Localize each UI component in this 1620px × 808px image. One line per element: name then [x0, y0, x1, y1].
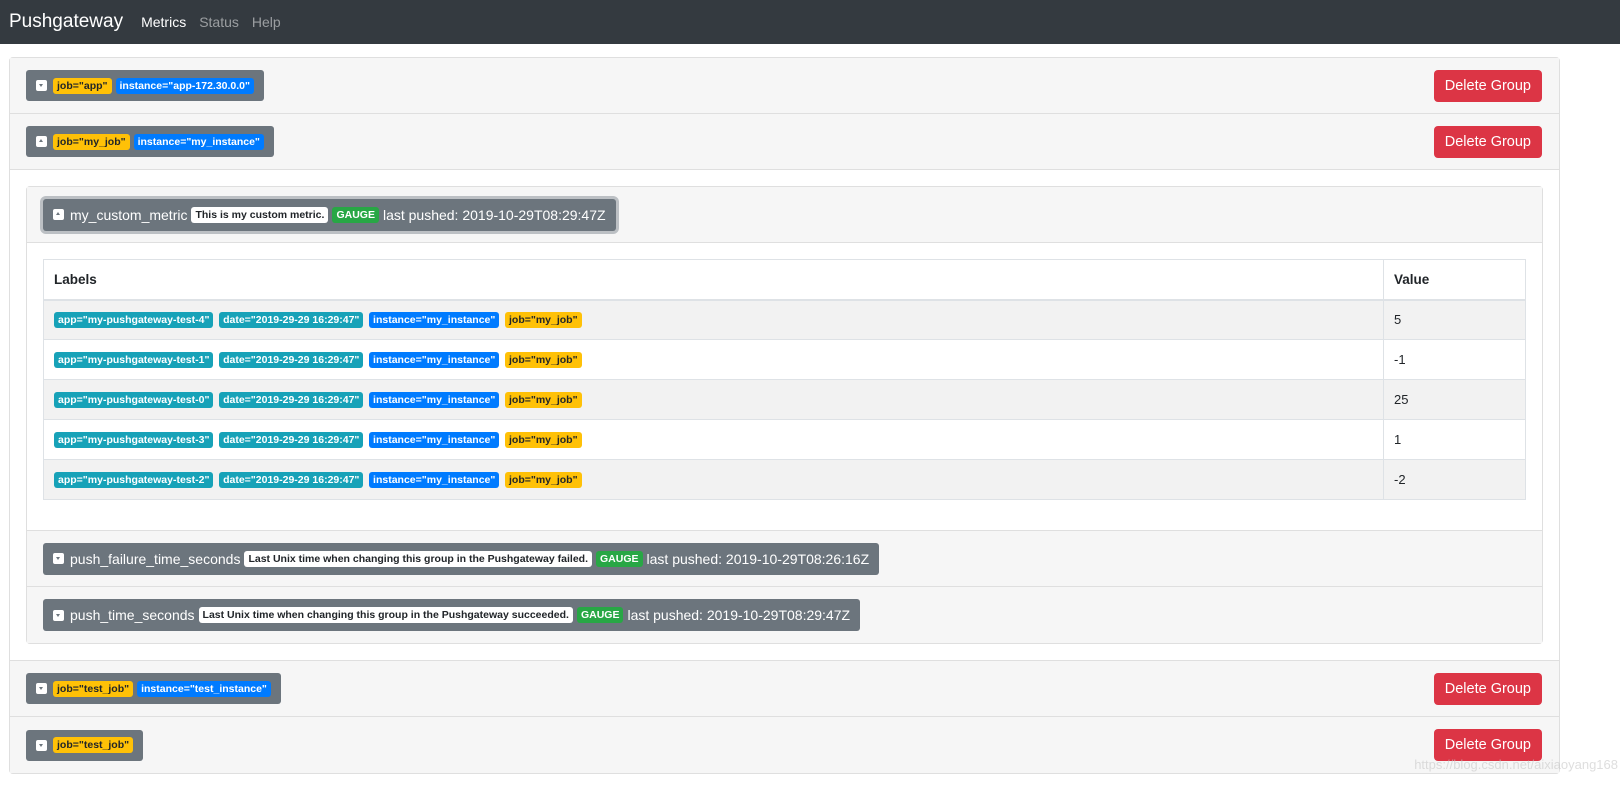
date-label-badge: date="2019-29-29 16:29:47" [219, 392, 364, 408]
group-header: job="test_job" instance="test_instance" D… [10, 661, 1559, 717]
table-row: app="my-pushgateway-test-1" date="2019-2… [43, 339, 1526, 380]
job-label-badge: job="my_job" [504, 472, 582, 488]
brand-link[interactable]: Pushgateway [9, 11, 124, 32]
metric-header: my_custom_metric This is my custom metric… [27, 187, 1542, 243]
group-toggle-button[interactable]: job="test_job" [26, 729, 144, 761]
labels-cell: app="my-pushgateway-test-3" date="2019-2… [43, 419, 1384, 460]
metric-help-badge: This is my custom metric. [191, 206, 329, 223]
watermark: https://blog.csdn.net/aixiaoyang168 [1414, 757, 1618, 772]
last-pushed: last pushed: 2019-10-29T08:29:47Z [627, 607, 851, 623]
table-row: app="my-pushgateway-test-3" date="2019-2… [43, 419, 1526, 460]
last-pushed: last pushed: 2019-10-29T08:29:47Z [382, 206, 606, 223]
date-label-badge: date="2019-29-29 16:29:47" [219, 432, 364, 448]
expand-icon [36, 739, 47, 751]
instance-badge: instance="app-172.30.0.0" [115, 77, 254, 94]
job-label-badge: job="my_job" [504, 352, 582, 368]
group-toggle-button[interactable]: job="app" instance="app-172.30.0.0" [26, 70, 264, 101]
metric-type-badge: GAUGE [596, 550, 643, 567]
job-badge: job="test_job" [53, 680, 134, 697]
instance-label-badge: instance="my_instance" [369, 472, 500, 488]
metric-toggle-button[interactable]: my_custom_metric This is my custom metric… [43, 198, 616, 231]
value-cell: 5 [1383, 299, 1526, 340]
instance-label-badge: instance="my_instance" [369, 392, 500, 408]
expand-icon [36, 80, 47, 91]
app-label-badge: app="my-pushgateway-test-2" [54, 472, 214, 488]
metric-name: push_failure_time_seconds [70, 550, 241, 567]
value-cell: -2 [1383, 459, 1526, 500]
labels-cell: app="my-pushgateway-test-0" date="2019-2… [43, 379, 1384, 420]
job-badge: job="test_job" [53, 737, 134, 753]
instance-label-badge: instance="my_instance" [369, 312, 500, 329]
metric-toggle-button[interactable]: push_failure_time_seconds Last Unix time … [43, 542, 880, 575]
delete-group-button[interactable]: Delete Group [1433, 125, 1542, 158]
delete-group-button[interactable]: Delete Group [1433, 672, 1542, 705]
table-row: app="my-pushgateway-test-0" date="2019-2… [43, 379, 1526, 420]
value-cell: -1 [1383, 339, 1526, 380]
last-pushed: last pushed: 2019-10-29T08:26:16Z [646, 550, 870, 567]
table-row: app="my-pushgateway-test-4" date="2019-2… [43, 299, 1526, 340]
metric-type-badge: GAUGE [576, 607, 624, 623]
delete-group-button[interactable]: Delete Group [1433, 69, 1542, 102]
value-cell: 1 [1383, 419, 1526, 460]
job-badge: job="my_job" [53, 133, 130, 150]
metric-header: push_time_seconds Last Unix time when cha… [27, 587, 1542, 643]
metrics-accordion: my_custom_metric This is my custom metric… [26, 186, 1543, 644]
app-label-badge: app="my-pushgateway-test-0" [54, 392, 214, 408]
job-label-badge: job="my_job" [504, 312, 582, 329]
collapse-icon [36, 136, 47, 147]
group-toggle-button[interactable]: job="test_job" instance="test_instance" [26, 673, 281, 704]
instance-badge: instance="my_instance" [133, 133, 264, 150]
value-cell: 25 [1383, 379, 1526, 420]
expand-icon [36, 683, 47, 694]
table-row: app="my-pushgateway-test-2" date="2019-2… [43, 459, 1526, 500]
app-label-badge: app="my-pushgateway-test-1" [54, 352, 214, 368]
navbar: Pushgateway Metrics Status Help [0, 0, 1620, 44]
job-label-badge: job="my_job" [504, 432, 582, 448]
job-badge: job="app" [53, 77, 112, 94]
labels-cell: app="my-pushgateway-test-4" date="2019-2… [43, 299, 1384, 340]
metric-toggle-button[interactable]: push_time_seconds Last Unix time when cha… [43, 599, 861, 631]
nav-metrics[interactable]: Metrics [141, 14, 187, 30]
metric-name: push_time_seconds [70, 607, 195, 623]
job-label-badge: job="my_job" [504, 392, 582, 408]
date-label-badge: date="2019-29-29 16:29:47" [219, 312, 364, 329]
delete-group-button[interactable]: Delete Group [1433, 729, 1542, 761]
metric-type-badge: GAUGE [332, 206, 379, 223]
metric-header: push_failure_time_seconds Last Unix time … [27, 531, 1542, 587]
group-header: job="my_job" instance="my_instance" Delet… [10, 114, 1559, 170]
metric-table: Labels Value app="my-pushgateway-test-4" … [43, 259, 1526, 500]
app-label-badge: app="my-pushgateway-test-4" [54, 312, 214, 329]
nav-status[interactable]: Status [199, 14, 239, 30]
instance-label-badge: instance="my_instance" [369, 432, 500, 448]
collapse-icon [53, 209, 64, 220]
group-body: my_custom_metric This is my custom metric… [10, 170, 1559, 661]
instance-label-badge: instance="my_instance" [369, 352, 500, 368]
group-header: job="test_job" Delete Group [10, 717, 1559, 773]
nav-help[interactable]: Help [251, 14, 281, 30]
groups-accordion: job="app" instance="app-172.30.0.0" Delet… [9, 57, 1560, 774]
date-label-badge: date="2019-29-29 16:29:47" [219, 352, 364, 368]
labels-cell: app="my-pushgateway-test-1" date="2019-2… [43, 339, 1384, 380]
value-header: Value [1383, 259, 1526, 301]
app-label-badge: app="my-pushgateway-test-3" [54, 432, 214, 448]
expand-icon [53, 609, 64, 621]
date-label-badge: date="2019-29-29 16:29:47" [219, 472, 364, 488]
group-header: job="app" instance="app-172.30.0.0" Delet… [10, 58, 1559, 114]
metric-help-badge: Last Unix time when changing this group … [244, 550, 592, 567]
group-toggle-button[interactable]: job="my_job" instance="my_instance" [26, 126, 274, 157]
metric-body: Labels Value app="my-pushgateway-test-4" … [27, 243, 1542, 531]
metric-help-badge: Last Unix time when changing this group … [198, 607, 573, 623]
labels-header: Labels [43, 259, 1384, 301]
expand-icon [53, 553, 64, 564]
instance-badge: instance="test_instance" [137, 680, 271, 697]
metric-name: my_custom_metric [70, 206, 188, 223]
labels-cell: app="my-pushgateway-test-2" date="2019-2… [43, 459, 1384, 500]
